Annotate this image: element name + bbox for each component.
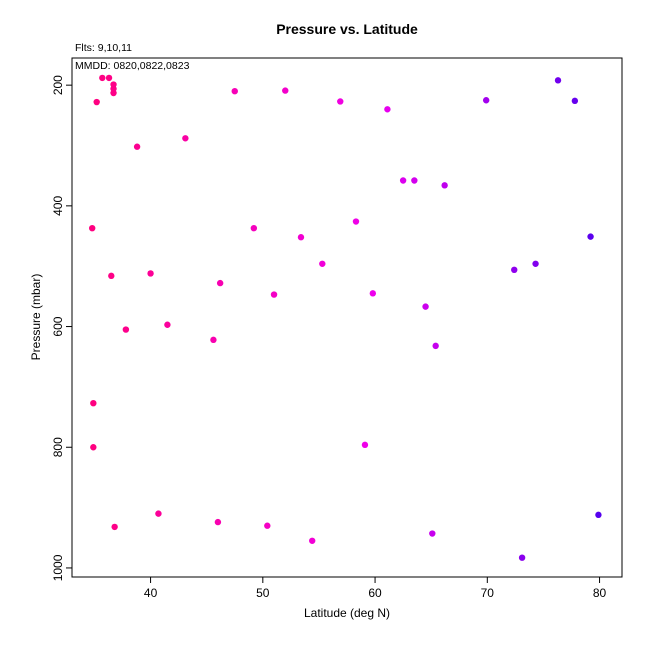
x-tick-label: 70: [481, 586, 495, 600]
data-point: [270, 291, 278, 298]
data-point: [532, 260, 539, 267]
plot-area-frame: [71, 57, 623, 578]
y-tick-label: 400: [51, 196, 65, 216]
data-point: [110, 89, 117, 97]
data-point: [111, 523, 118, 531]
data-point: [214, 518, 222, 526]
data-point: [89, 224, 96, 232]
data-point: [264, 522, 271, 529]
data-point: [309, 537, 316, 544]
x-axis: 40 50 60 70 80: [144, 577, 607, 600]
data-point: [133, 143, 141, 150]
data-point: [399, 177, 407, 184]
data-point: [210, 336, 217, 344]
x-axis-label: Latitude (deg N): [304, 606, 390, 620]
data-point: [105, 74, 113, 82]
data-point: [282, 87, 289, 94]
data-point: [432, 342, 439, 350]
data-point: [441, 182, 448, 189]
data-point: [361, 441, 369, 449]
data-point: [411, 177, 418, 184]
data-point: [595, 511, 602, 519]
data-point: [108, 272, 115, 280]
y-axis: 200 400 600 800 1000: [51, 75, 72, 581]
data-point: [90, 399, 97, 407]
data-point: [352, 218, 360, 225]
data-point: [429, 530, 436, 537]
x-tick-label: 80: [593, 586, 607, 600]
data-point: [155, 510, 162, 517]
data-point: [587, 233, 594, 240]
data-point: [319, 260, 326, 267]
x-tick-label: 40: [144, 586, 158, 600]
data-point: [99, 74, 106, 82]
data-point: [90, 444, 97, 451]
data-point: [164, 321, 171, 328]
data-point: [422, 303, 429, 310]
data-point: [216, 279, 224, 287]
data-point: [297, 234, 305, 241]
chart-title: Pressure vs. Latitude: [276, 21, 418, 37]
flights-annotation: Flts: 9,10,11: [75, 42, 132, 54]
data-points: [89, 74, 602, 561]
x-tick-label: 60: [368, 586, 382, 600]
data-point: [384, 106, 391, 113]
x-tick-label: 50: [256, 586, 270, 600]
data-point: [369, 290, 377, 297]
data-point: [147, 270, 154, 277]
data-point: [231, 87, 238, 95]
data-point: [571, 97, 579, 105]
data-point: [482, 97, 490, 104]
data-point: [93, 98, 100, 106]
data-point: [554, 77, 562, 84]
data-point: [250, 224, 258, 232]
y-tick-label: 1000: [51, 554, 65, 581]
data-point: [122, 326, 130, 333]
y-tick-label: 800: [51, 437, 65, 457]
data-point: [518, 554, 526, 561]
date-annotation: MMDD: 0820,0822,0823: [75, 60, 190, 72]
y-tick-label: 600: [51, 316, 65, 336]
y-tick-label: 200: [51, 75, 65, 95]
data-point: [511, 266, 518, 274]
data-point: [182, 135, 189, 142]
data-point: [337, 98, 344, 105]
y-axis-label: Pressure (mbar): [29, 274, 43, 361]
